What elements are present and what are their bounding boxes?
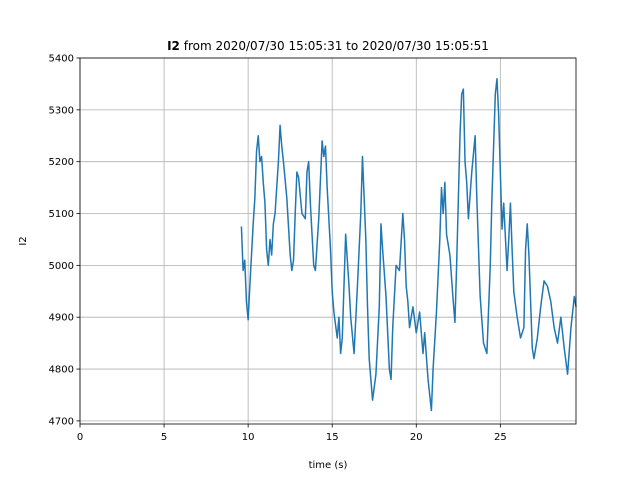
y-tick-label: 5000 (49, 261, 74, 272)
title-variable: I2 (167, 39, 180, 53)
x-tick-label: 10 (242, 432, 255, 443)
y-tick-label: 5300 (49, 105, 74, 116)
title-text: from 2020/07/30 15:05:31 to 2020/07/30 1… (184, 39, 489, 53)
y-tick-label: 4900 (49, 313, 74, 324)
x-tick-label: 0 (77, 432, 83, 443)
plot-frame (79, 57, 577, 425)
x-tick-label: 20 (410, 432, 423, 443)
y-tick-label: 4700 (49, 416, 74, 427)
x-tick-label: 5 (161, 432, 167, 443)
data-line (240, 77, 577, 412)
y-tick-label: 5400 (49, 54, 74, 65)
y-axis-label: I2 (18, 236, 29, 245)
y-tick-label: 5100 (49, 209, 74, 220)
chart-title: I2 from 2020/07/30 15:05:31 to 2020/07/3… (167, 39, 489, 53)
x-axis-label: time (s) (309, 460, 348, 471)
x-tick-label: 15 (326, 432, 339, 443)
y-tick-label: 4800 (49, 365, 74, 376)
x-tick-label: 25 (494, 432, 507, 443)
y-tick-label: 5200 (49, 157, 74, 168)
